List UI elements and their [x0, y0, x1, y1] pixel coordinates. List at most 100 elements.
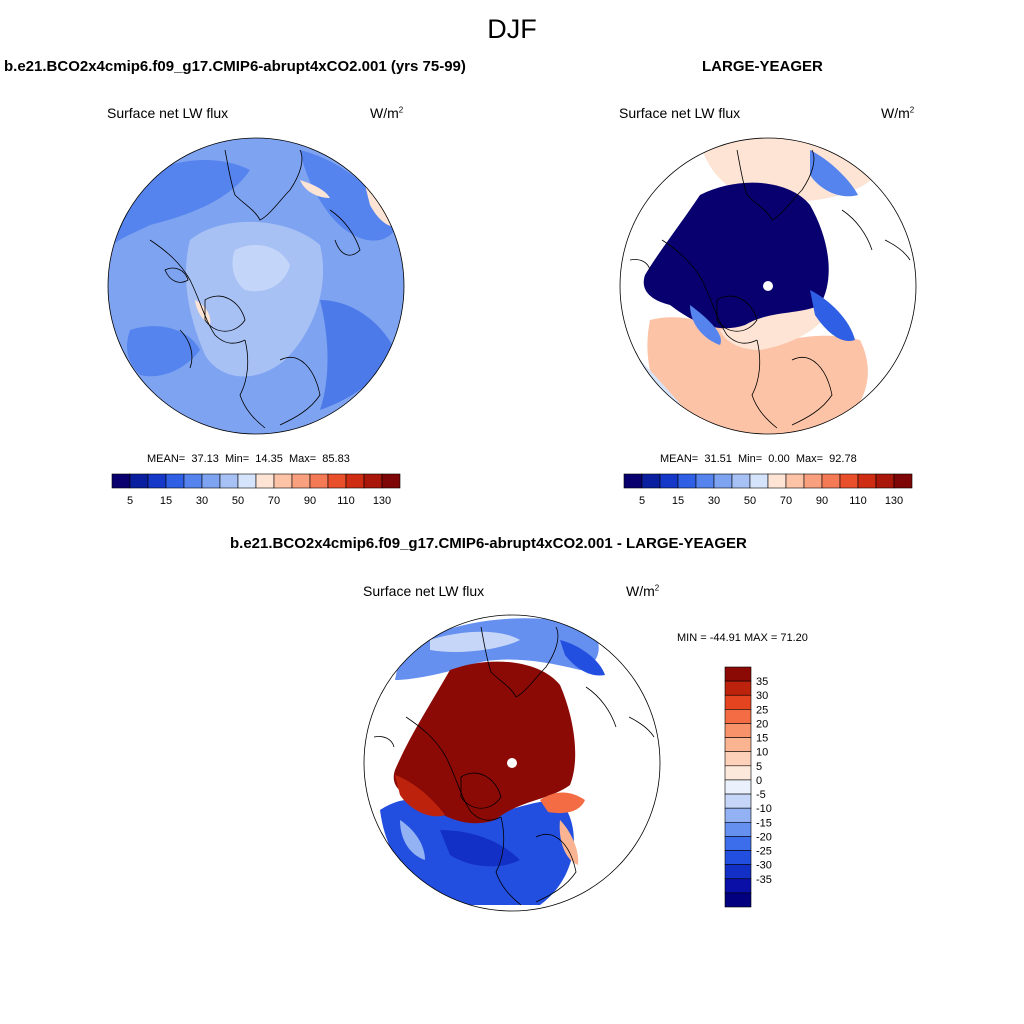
colorbar-tick-label: 5 — [639, 495, 645, 507]
panel2-field-band — [690, 305, 721, 345]
panel3-map — [363, 614, 661, 912]
colorbar-swatch — [875, 473, 895, 489]
colorbar-tick-label: 35 — [756, 676, 768, 688]
colorbar-swatch — [724, 765, 752, 781]
colorbar-swatch — [724, 836, 752, 851]
colorbar-tick-label: -35 — [756, 874, 772, 886]
panel1-colorbar: 5 15 30 50 70 90 110 130 — [111, 473, 401, 507]
colorbar-swatch — [724, 737, 752, 753]
panel2-coast-path — [841, 209, 873, 251]
panel1-min-label: Min= — [225, 453, 250, 465]
panel3-coast-path — [495, 816, 522, 906]
colorbar-swatch — [724, 680, 752, 696]
panel2-colorbar: 5 15 30 50 70 90 110 130 — [623, 473, 913, 507]
colorbar-swatch — [273, 473, 293, 489]
panel1-coast-path — [329, 209, 361, 256]
panel1-coastlines — [149, 149, 361, 429]
panel2-coast-path — [716, 295, 758, 332]
colorbar-swatch — [803, 473, 823, 489]
panel1-variable: Surface net LW flux — [107, 105, 229, 121]
panel2-coast-path — [751, 339, 778, 429]
panel1-units-sup: 2 — [398, 105, 404, 115]
panel3-pole-hole — [507, 758, 517, 768]
colorbar-tick-label: 30 — [756, 690, 768, 702]
colorbar-swatch — [724, 709, 752, 724]
colorbar-tick-label: 5 — [127, 495, 133, 507]
panel2-coast-path — [884, 239, 911, 261]
colorbar-swatch — [724, 751, 752, 767]
colorbar-swatch — [785, 473, 805, 489]
panel3-stats: MIN = -44.91 MAX = 71.20 — [677, 632, 808, 644]
colorbar-tick-label: 25 — [756, 704, 768, 716]
panel2-pole-hole — [763, 281, 773, 291]
colorbar-tick-label: 110 — [849, 495, 867, 507]
colorbar-swatch — [165, 473, 185, 489]
panel3-field-band — [540, 792, 585, 814]
panel3-min: -44.91 — [709, 632, 741, 644]
colorbar-tick-label: 30 — [708, 495, 720, 507]
colorbar-swatch — [623, 473, 643, 489]
colorbar-swatch — [724, 821, 752, 837]
panel2-map — [619, 137, 917, 435]
panel1-field-ice — [185, 221, 324, 377]
colorbar-swatch — [201, 473, 221, 489]
colorbar-tick-label: 70 — [268, 495, 280, 507]
colorbar-swatch — [724, 807, 752, 823]
panel2-title: LARGE-YEAGER — [702, 58, 823, 75]
colorbar-tick-label: 15 — [160, 495, 172, 507]
colorbar-swatch — [893, 473, 913, 489]
panel3-units-base: W/m — [626, 583, 655, 599]
colorbar-swatch — [327, 473, 347, 489]
panel1-coast-path — [164, 267, 189, 283]
panel3-field-sea-ice-pos — [393, 661, 576, 824]
colorbar-tick-label: -30 — [756, 860, 772, 872]
panel1-mean: 37.13 — [191, 453, 219, 465]
panel2-coast-path — [791, 357, 833, 426]
colorbar-swatch — [857, 473, 877, 489]
panel3-coastlines — [373, 626, 655, 906]
panel2-mean-label: MEAN= — [660, 453, 699, 465]
panel3-field-band — [395, 775, 445, 817]
panel2-field-band — [810, 150, 858, 197]
colorbar-tick-label: 90 — [304, 495, 316, 507]
panel3-variable: Surface net LW flux — [363, 583, 485, 599]
panel1-units-base: W/m — [370, 105, 399, 121]
colorbar-swatch — [255, 473, 275, 489]
panel2-field-sea-ice — [643, 182, 829, 329]
panel2-field-band — [720, 307, 830, 350]
panel1-field-band — [127, 326, 200, 377]
panel2-max: 92.78 — [829, 453, 857, 465]
panel2-field-band — [810, 290, 855, 341]
panel1-coast-path — [204, 295, 246, 332]
panel3-coast-path — [405, 716, 502, 821]
colorbar-swatch — [724, 723, 752, 738]
colorbar-swatch — [111, 473, 131, 489]
colorbar-swatch — [839, 473, 859, 489]
colorbar-tick-label: 50 — [744, 495, 756, 507]
panel1-coast-path — [239, 339, 266, 429]
colorbar-swatch — [291, 473, 311, 489]
panel1-title: b.e21.BCO2x4cmip6.f09_g17.CMIP6-abrupt4x… — [4, 58, 466, 75]
panel3-field-band — [560, 640, 605, 676]
panel3-units: W/m2 — [626, 583, 659, 599]
colorbar-swatch — [724, 694, 752, 710]
panel3-coast-path — [628, 716, 655, 738]
panel2-coast-path — [629, 259, 651, 271]
panel1-coast-path — [279, 357, 321, 426]
panel2-variable: Surface net LW flux — [619, 105, 741, 121]
colorbar-tick-label: 5 — [756, 761, 762, 773]
colorbar-tick-label: 70 — [780, 495, 792, 507]
panel2-map-border — [619, 137, 917, 435]
colorbar-swatch — [641, 473, 661, 489]
panel1-field-band — [320, 300, 395, 410]
colorbar-tick-label: -15 — [756, 817, 772, 829]
panel1-map — [107, 137, 405, 435]
panel3-map-border — [363, 614, 661, 912]
colorbar-swatch — [724, 793, 752, 809]
colorbar-tick-label: 30 — [196, 495, 208, 507]
panel2-units-sup: 2 — [909, 105, 915, 115]
colorbar-swatch — [183, 473, 203, 489]
panel2-stats: MEAN= 31.51 Min= 0.00 Max= 92.78 — [660, 453, 857, 465]
colorbar-tick-label: 130 — [885, 495, 903, 507]
panel3-field-band — [400, 820, 425, 860]
